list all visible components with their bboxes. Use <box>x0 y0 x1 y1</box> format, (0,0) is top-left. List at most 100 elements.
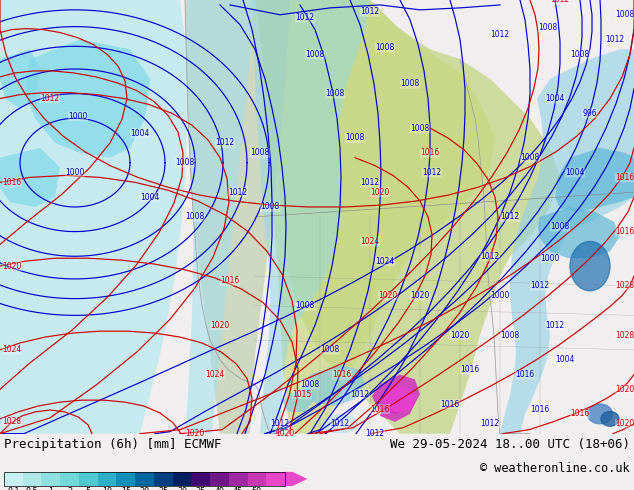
Polygon shape <box>500 49 634 434</box>
Text: 2: 2 <box>67 488 72 490</box>
Text: 1012: 1012 <box>550 0 569 4</box>
Text: 10: 10 <box>102 488 112 490</box>
Text: 1008: 1008 <box>346 133 365 143</box>
Text: 1012: 1012 <box>605 35 624 44</box>
Text: 1008: 1008 <box>295 301 314 310</box>
Text: 1008: 1008 <box>550 222 569 231</box>
Bar <box>210 472 229 486</box>
Text: 1008: 1008 <box>571 49 590 59</box>
Text: 0.5: 0.5 <box>26 488 39 490</box>
Bar <box>117 472 135 486</box>
Text: 1004: 1004 <box>566 168 585 177</box>
Text: 1008: 1008 <box>500 331 520 340</box>
Text: 1016: 1016 <box>531 405 550 414</box>
Polygon shape <box>0 148 60 207</box>
Text: 20: 20 <box>139 488 150 490</box>
Text: 1028: 1028 <box>616 281 634 290</box>
Bar <box>247 472 266 486</box>
Text: 1012: 1012 <box>481 419 500 428</box>
Polygon shape <box>305 365 365 406</box>
Text: 1020: 1020 <box>378 291 398 300</box>
Text: 1016: 1016 <box>616 173 634 182</box>
Polygon shape <box>0 0 187 434</box>
Text: 1016: 1016 <box>616 227 634 236</box>
Bar <box>135 472 154 486</box>
Bar <box>191 472 210 486</box>
Polygon shape <box>380 392 415 422</box>
Text: 1012: 1012 <box>531 281 550 290</box>
Text: 1016: 1016 <box>221 276 240 285</box>
Text: 996: 996 <box>583 109 597 118</box>
Text: 1004: 1004 <box>131 128 150 138</box>
Text: 1028: 1028 <box>3 417 22 426</box>
Text: 1016: 1016 <box>420 148 439 157</box>
Text: 1000: 1000 <box>540 254 560 263</box>
Text: 1008: 1008 <box>250 148 269 157</box>
Text: 25: 25 <box>158 488 169 490</box>
Text: 1008: 1008 <box>325 89 345 98</box>
Text: 1016: 1016 <box>3 178 22 187</box>
Text: 1000: 1000 <box>68 112 87 121</box>
Bar <box>98 472 117 486</box>
Bar <box>79 472 98 486</box>
Text: 1008: 1008 <box>320 345 340 354</box>
Text: 1012: 1012 <box>295 13 314 22</box>
Text: 1012: 1012 <box>365 429 385 438</box>
Text: 1016: 1016 <box>441 399 460 409</box>
Bar <box>172 472 191 486</box>
FancyArrow shape <box>285 472 307 486</box>
Polygon shape <box>25 39 150 158</box>
Text: 1020: 1020 <box>616 419 634 428</box>
Polygon shape <box>185 0 255 434</box>
Text: 1012: 1012 <box>216 138 235 147</box>
Text: 30: 30 <box>177 488 187 490</box>
Text: 1004: 1004 <box>545 94 565 103</box>
Ellipse shape <box>570 242 610 291</box>
Text: 50: 50 <box>252 488 262 490</box>
Text: 1024: 1024 <box>360 237 380 246</box>
Text: 1012: 1012 <box>361 178 380 187</box>
Text: 1012: 1012 <box>271 419 290 428</box>
Text: 1000: 1000 <box>65 168 85 177</box>
Ellipse shape <box>323 415 358 433</box>
Text: 45: 45 <box>233 488 243 490</box>
Text: Precipitation (6h) [mm] ECMWF: Precipitation (6h) [mm] ECMWF <box>4 438 221 451</box>
Text: 1012: 1012 <box>330 419 349 428</box>
Text: 15: 15 <box>120 488 131 490</box>
Polygon shape <box>255 0 560 434</box>
Text: 1012: 1012 <box>422 168 441 177</box>
Text: 1012: 1012 <box>351 390 370 399</box>
Text: 1004: 1004 <box>140 193 160 201</box>
Polygon shape <box>185 0 290 434</box>
Text: 1008: 1008 <box>301 380 320 389</box>
Text: 1008: 1008 <box>521 153 540 162</box>
Polygon shape <box>282 384 315 412</box>
Text: 5: 5 <box>86 488 91 490</box>
Text: 1012: 1012 <box>491 30 510 39</box>
Polygon shape <box>0 49 40 108</box>
Text: 1024: 1024 <box>3 345 22 354</box>
Text: 1008: 1008 <box>185 212 205 221</box>
Text: 1012: 1012 <box>361 7 380 16</box>
Text: 1016: 1016 <box>332 370 352 379</box>
Text: 1004: 1004 <box>555 355 574 364</box>
Text: 1020: 1020 <box>185 429 205 438</box>
Ellipse shape <box>601 412 619 426</box>
Text: 1015: 1015 <box>292 390 312 399</box>
Ellipse shape <box>588 404 612 424</box>
Text: 1: 1 <box>48 488 53 490</box>
Text: 1008: 1008 <box>375 43 394 52</box>
Text: 1012: 1012 <box>228 188 247 196</box>
Text: 1008: 1008 <box>538 23 558 32</box>
Text: 1024: 1024 <box>375 257 394 266</box>
Text: 1000: 1000 <box>490 291 510 300</box>
Text: 1008: 1008 <box>306 49 325 59</box>
Text: 1012: 1012 <box>41 94 60 103</box>
Text: 1008: 1008 <box>410 123 430 133</box>
Bar <box>266 472 285 486</box>
Text: 1020: 1020 <box>3 262 22 270</box>
Ellipse shape <box>385 387 415 412</box>
Polygon shape <box>372 374 420 414</box>
Text: 1020: 1020 <box>410 291 430 300</box>
Text: 1020: 1020 <box>450 331 470 340</box>
